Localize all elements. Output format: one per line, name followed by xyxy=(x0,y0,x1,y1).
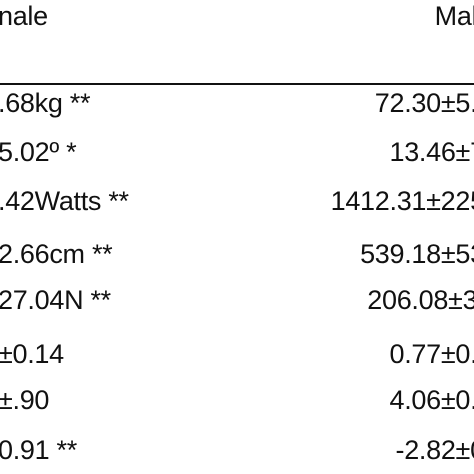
row-2-female-value: 5.02º * xyxy=(0,137,77,167)
header-female-column: nale xyxy=(0,1,48,31)
header-male-column: Male xyxy=(434,1,474,31)
row-2-male-value: 13.46±7. xyxy=(389,137,474,167)
row-6-female-value: ±0.14 xyxy=(0,339,64,369)
row-8-female-value: 0.91 ** xyxy=(0,435,77,465)
row-7-female-value: ±.90 xyxy=(0,385,50,415)
row-8-male-value: -2.82±0. xyxy=(395,435,474,465)
row-5-male-value: 206.08±34 xyxy=(367,285,474,315)
row-1-female-value: .68kg ** xyxy=(0,88,91,118)
row-4-male-value: 539.18±53. xyxy=(360,239,474,269)
row-7-male-value: 4.06±0.9 xyxy=(389,385,474,415)
row-1-male-value: 72.30±5.8 xyxy=(374,88,474,118)
row-3-female-value: .42Watts ** xyxy=(0,186,129,216)
header-divider-line xyxy=(0,83,474,85)
row-3-male-value: 1412.31±225. xyxy=(330,186,474,216)
row-5-female-value: 27.04N ** xyxy=(0,285,111,315)
row-6-male-value: 0.77±0.0 xyxy=(389,339,474,369)
row-4-female-value: 2.66cm ** xyxy=(0,239,113,269)
